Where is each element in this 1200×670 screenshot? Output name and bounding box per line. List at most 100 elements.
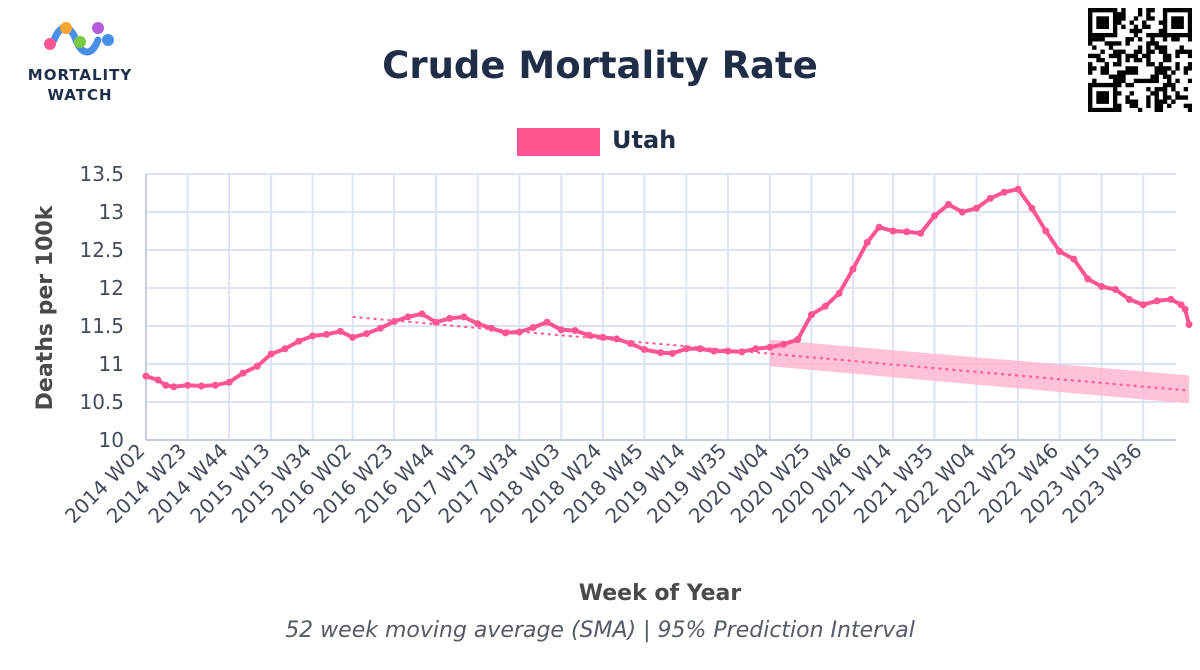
qr-module (1175, 91, 1180, 96)
qr-module (1150, 8, 1155, 13)
qr-module (1100, 20, 1105, 25)
qr-module (1154, 66, 1159, 71)
qr-module (1158, 87, 1164, 92)
qr-module (1088, 8, 1093, 13)
qr-module (1167, 66, 1172, 71)
qr-module (1088, 95, 1093, 100)
qr-module (1175, 53, 1180, 59)
y-tick-label: 11 (99, 352, 124, 376)
qr-module (1092, 53, 1097, 59)
qr-module (1137, 45, 1143, 50)
qr-module (1088, 107, 1093, 112)
qr-module (1167, 57, 1172, 63)
qr-module (1104, 70, 1109, 75)
qr-module (1129, 20, 1134, 25)
data-point (821, 302, 829, 310)
qr-module (1146, 24, 1151, 29)
data-point (780, 340, 788, 348)
data-point (418, 310, 426, 318)
data-point (724, 347, 732, 355)
legend-label[interactable]: Utah (612, 126, 676, 154)
qr-module (1096, 37, 1101, 42)
qr-module (1187, 20, 1192, 25)
qr-module (1129, 37, 1134, 42)
qr-module (1175, 8, 1180, 13)
qr-module (1187, 8, 1192, 13)
qr-module (1088, 20, 1093, 25)
qr-module (1167, 103, 1172, 109)
qr-module (1100, 8, 1105, 13)
qr-module (1187, 24, 1192, 29)
qr-module (1162, 45, 1168, 50)
data-point (474, 320, 482, 328)
data-point (309, 332, 317, 340)
qr-module (1112, 99, 1118, 104)
qr-module (1088, 66, 1093, 71)
qr-module (1162, 32, 1168, 38)
qr-module (1183, 49, 1189, 54)
qr-code[interactable] (1088, 8, 1192, 112)
qr-module (1088, 24, 1093, 29)
qr-module (1100, 95, 1105, 100)
qr-module (1100, 82, 1105, 88)
data-point (1139, 301, 1147, 309)
data-point (571, 327, 579, 335)
data-point (657, 349, 665, 357)
data-point (349, 333, 357, 341)
y-tick-label: 13 (99, 200, 124, 224)
y-axis-title: Deaths per 100k (33, 204, 58, 410)
legend-swatch[interactable] (517, 128, 600, 156)
data-point (972, 204, 980, 212)
qr-module (1108, 82, 1114, 88)
qr-module (1150, 78, 1155, 84)
qr-module (1137, 12, 1143, 17)
qr-module (1162, 28, 1168, 34)
qr-module (1183, 95, 1189, 100)
qr-module (1092, 82, 1097, 88)
qr-module (1137, 78, 1143, 84)
qr-module (1187, 53, 1192, 59)
mortality-watch-logo: MORTALITY WATCH (18, 18, 142, 110)
qr-module (1104, 107, 1109, 112)
data-point (1042, 227, 1050, 235)
data-point (794, 336, 802, 344)
data-point (253, 362, 261, 370)
qr-module (1117, 49, 1122, 54)
qr-module (1137, 107, 1143, 112)
qr-module (1112, 91, 1118, 96)
qr-module (1133, 99, 1139, 104)
data-point (807, 311, 815, 319)
qr-module (1187, 32, 1192, 38)
data-point (170, 383, 178, 391)
qr-module (1146, 41, 1151, 46)
qr-module (1146, 45, 1151, 50)
data-point (239, 369, 247, 377)
qr-module (1158, 62, 1164, 67)
y-tick-label: 12 (99, 276, 124, 300)
qr-module (1142, 20, 1147, 25)
qr-module (1158, 32, 1164, 38)
qr-module (1100, 24, 1105, 29)
data-point (613, 335, 621, 343)
qr-module (1096, 99, 1101, 104)
qr-module (1162, 24, 1168, 29)
qr-module (1100, 57, 1105, 63)
qr-module (1096, 16, 1101, 21)
y-tick-label: 12.5 (79, 238, 124, 262)
qr-module (1146, 57, 1151, 63)
qr-module (1096, 107, 1101, 112)
qr-module (1088, 37, 1093, 42)
qr-module (1100, 91, 1105, 96)
qr-module (1133, 66, 1139, 71)
data-point (640, 346, 648, 354)
qr-module (1104, 82, 1109, 88)
qr-module (1088, 28, 1093, 34)
qr-module (1121, 12, 1126, 17)
qr-module (1146, 53, 1151, 59)
qr-module (1137, 28, 1143, 34)
data-point (835, 289, 843, 297)
qr-module (1117, 107, 1122, 112)
data-point (1177, 301, 1185, 309)
qr-module (1146, 12, 1151, 17)
qr-module (1088, 99, 1093, 104)
